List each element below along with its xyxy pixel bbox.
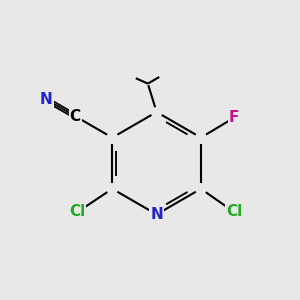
Text: N: N: [40, 92, 53, 107]
Text: N: N: [150, 207, 163, 222]
Text: Cl: Cl: [70, 204, 86, 219]
Text: Cl: Cl: [226, 204, 242, 219]
Text: F: F: [229, 110, 239, 125]
Text: C: C: [70, 109, 81, 124]
